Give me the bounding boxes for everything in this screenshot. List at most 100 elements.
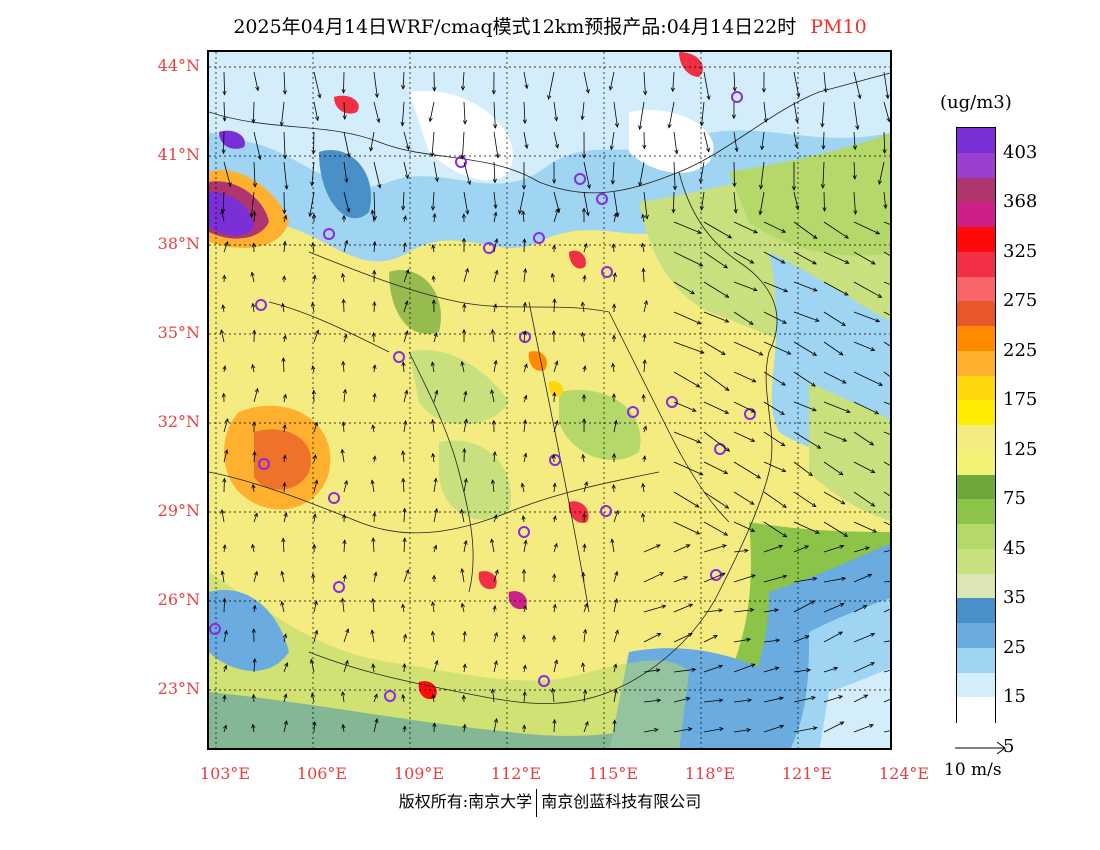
- wind-vector: [312, 302, 315, 313]
- wind-vector: [553, 483, 556, 493]
- wind-vector-head: [493, 631, 498, 637]
- wind-vector-head: [782, 574, 788, 579]
- wind-vector-head: [886, 117, 890, 123]
- wind-vector-head: [282, 154, 288, 160]
- wind-vector-head: [613, 212, 618, 217]
- wind-vector: [522, 515, 525, 523]
- wind-vector-head: [698, 262, 704, 267]
- wind-vector-head: [751, 574, 756, 579]
- wind-vector-head: [786, 350, 792, 355]
- wind-vector: [373, 694, 378, 703]
- wind-vector: [403, 634, 407, 643]
- wind-vector-head: [493, 359, 498, 365]
- wind-vector-head: [341, 723, 346, 729]
- wind-vector: [733, 191, 737, 213]
- wind-vector: [703, 572, 726, 583]
- wind-vector-head: [641, 512, 646, 518]
- wind-vector-head: [551, 454, 556, 459]
- wind-vector-head: [460, 360, 465, 366]
- wind-vector-head: [642, 455, 647, 460]
- wind-vector: [733, 131, 738, 152]
- wind-vector-head: [696, 439, 702, 444]
- wind-vector-head: [796, 92, 801, 98]
- wind-vector: [463, 540, 467, 553]
- wind-vector-head: [346, 207, 351, 213]
- wind-vector: [253, 388, 259, 403]
- wind-vector-head: [550, 272, 555, 278]
- wind-vector-head: [756, 474, 762, 479]
- wind-vector-head: [758, 210, 763, 216]
- wind-vector-head: [614, 509, 619, 515]
- wind-vector-head: [221, 392, 226, 398]
- wind-vector: [853, 251, 876, 265]
- wind-vector: [793, 669, 811, 673]
- wind-vector: [701, 101, 705, 126]
- wind-vector-head: [554, 116, 559, 122]
- wind-vector-head: [402, 725, 407, 731]
- wind-vector-head: [341, 360, 346, 366]
- wind-vector: [793, 311, 820, 322]
- wind-vector-head: [434, 659, 439, 665]
- wind-vector-head: [521, 568, 527, 574]
- lat-label-32: 32°N: [157, 412, 200, 431]
- wind-vector: [252, 364, 255, 373]
- wind-vector: [613, 244, 615, 253]
- wind-vector: [853, 101, 859, 130]
- wind-vector-head: [462, 120, 468, 125]
- wind-vector: [613, 273, 616, 283]
- wind-vector-head: [311, 365, 316, 370]
- wind-vector: [763, 545, 783, 553]
- wind-vector-head: [523, 394, 528, 400]
- wind-vector: [763, 281, 788, 292]
- wind-vector: [821, 101, 825, 127]
- wind-vector: [823, 251, 849, 264]
- wind-vector: [763, 609, 779, 613]
- wind-vector-head: [656, 633, 662, 637]
- wind-vector-head: [371, 331, 376, 337]
- wind-vector-head: [552, 573, 557, 578]
- wind-vector-head: [758, 351, 764, 356]
- wind-vector-head: [463, 390, 468, 396]
- wind-vector-head: [812, 234, 818, 240]
- wind-vector-head: [857, 94, 862, 100]
- wind-vector: [883, 640, 890, 643]
- wind-vector-head: [462, 723, 467, 729]
- wind-vector-head: [552, 244, 557, 250]
- wind-vector: [823, 221, 849, 239]
- wind-vector-head: [431, 275, 436, 280]
- wind-vector: [312, 365, 315, 373]
- wind-vector: [370, 131, 375, 151]
- wind-vector: [253, 513, 258, 523]
- wind-vector: [703, 544, 727, 553]
- wind-vector-head: [552, 515, 557, 520]
- wind-vector-head: [462, 447, 467, 453]
- wind-vector-head: [839, 721, 845, 726]
- wind-vector: [313, 101, 319, 121]
- wind-vector-head: [312, 274, 317, 280]
- wind-vector-head: [724, 318, 730, 323]
- wind-vector: [823, 311, 846, 326]
- wind-vector-head: [875, 230, 881, 235]
- wind-vector: [313, 131, 315, 154]
- legend-swatch: [957, 449, 995, 475]
- wind-vector-head: [610, 538, 615, 544]
- wind-vector-head: [282, 240, 287, 246]
- wind-vector: [583, 721, 589, 733]
- wind-vector: [313, 275, 316, 283]
- wind-scale-label: 10 m/s: [944, 760, 1002, 780]
- wind-vector: [793, 191, 799, 210]
- wind-vector-head: [372, 511, 377, 517]
- wind-vector: [373, 365, 376, 373]
- wind-vector: [461, 509, 465, 523]
- wind-vector: [253, 101, 255, 123]
- wind-vector: [703, 371, 730, 391]
- wind-vector-head: [251, 543, 256, 549]
- wind-vector: [493, 514, 497, 523]
- wind-vector: [583, 161, 590, 189]
- wind-vector-head: [582, 365, 587, 370]
- wind-vector: [703, 461, 728, 474]
- wind-vector-head: [552, 298, 557, 303]
- wind-vector: [793, 600, 815, 613]
- wind-vector-head: [718, 608, 724, 613]
- wind-vector: [463, 478, 467, 493]
